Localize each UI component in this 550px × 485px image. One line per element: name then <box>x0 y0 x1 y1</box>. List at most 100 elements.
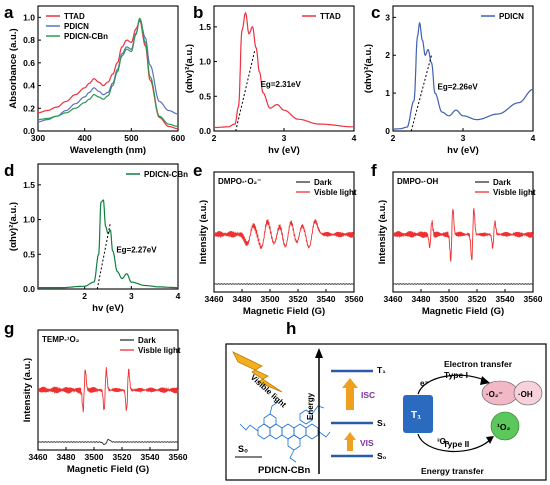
lightning-bolt-icon <box>232 351 283 393</box>
x-tick-label-e: 3500 <box>261 294 280 304</box>
energy-transfer-label: Energy transfer <box>421 466 485 476</box>
x-tick-label-f: 3520 <box>468 294 487 304</box>
y-axis-label-d: (αhv)²(a.u.) <box>8 202 19 251</box>
x-tick-label-g: 3560 <box>169 452 188 462</box>
y-axis-label-a: Absorbance (a.u.) <box>8 28 19 108</box>
y-axis-label-b: (αhv)²(a.u.) <box>184 44 195 93</box>
type2-label: Type II <box>443 439 469 449</box>
charts-layer: 300 400 500 600 0.0 0.2 0.4 0.6 0.8 1.0 Wavelength… <box>8 5 543 475</box>
s0-left-label: S₀ <box>238 444 248 454</box>
y-tick-label-b: 0.0 <box>199 126 211 136</box>
triplet-oxygen-label: ³O₂ <box>437 437 450 446</box>
plot-frame-a <box>37 5 179 132</box>
bandgap-annotation-d: Eg=2.27eV <box>116 246 157 255</box>
x-tick-label-a: 500 <box>124 133 138 143</box>
molecule-label: PDICN-CBn <box>258 465 310 476</box>
x-tick-label-f: 3460 <box>384 294 403 304</box>
y-tick-label-d: 0.0 <box>23 284 35 294</box>
legend-label-c-0: PDICN <box>499 12 524 21</box>
x-tick-label-a: 600 <box>171 133 185 143</box>
x-axis-label-g: Magnetic Field (G) <box>67 464 149 475</box>
x-tick-label-d: 3 <box>129 291 134 301</box>
chart-a: 300 400 500 600 0.0 0.2 0.4 0.6 0.8 1.0 Wavelength… <box>8 5 185 156</box>
t1-box-label: T₁ <box>411 410 421 421</box>
chart-g: 3460 3480 3500 3520 3540 3560 Magnetic Field (… <box>22 329 188 475</box>
y-tick-label-a: 1.0 <box>23 12 35 22</box>
vis-arrow <box>344 432 356 451</box>
y-tick-label-a: 0.0 <box>23 126 35 136</box>
hydroxyl-bubble <box>513 380 543 406</box>
mechanism-diagram: Visible light S₀ PDICN-CBn Energy T <box>225 343 547 481</box>
series-line-dark-g <box>37 438 179 446</box>
electron-label: e⁻ <box>420 379 429 388</box>
series-line-dark-e <box>213 283 355 285</box>
x-tick-label-g: 3520 <box>113 452 132 462</box>
series-line-light-g <box>37 367 179 413</box>
plot-frame-e <box>213 171 355 293</box>
panel-letter-h: h <box>286 319 296 338</box>
y-axis-label-g: Intensity (a.u.) <box>22 358 33 422</box>
y-tick-label-a: 0.2 <box>23 103 35 113</box>
x-tick-label-d: 4 <box>176 291 181 301</box>
x-axis-label-d: hv (eV) <box>92 303 124 314</box>
panel-letter-g: g <box>4 319 14 338</box>
y-tick-label-d: 0.5 <box>23 249 35 259</box>
x-tick-label-e: 3460 <box>205 294 224 304</box>
panel-letter-c: c <box>371 3 380 22</box>
x-tick-label-c: 4 <box>531 133 536 143</box>
chart-c: 2 3 4 0 1 2 3 hv (eV) (αhv)²(a.u.) PDICN Eg=2.26eV <box>363 5 536 156</box>
y-tick-label-b: 1.5 <box>199 22 211 32</box>
energy-axis-label: Energy <box>306 392 315 420</box>
y-tick-label-d: 1.5 <box>23 180 35 190</box>
x-tick-label-c: 2 <box>391 133 396 143</box>
t1-box <box>403 395 433 433</box>
x-tick-label-g: 3540 <box>141 452 160 462</box>
plot-frame-d <box>37 163 179 290</box>
singlet-oxygen-bubble <box>490 411 520 441</box>
plot-frame-b <box>213 5 355 132</box>
chart-b: 2 3 4 0.0 0.5 1.0 1.5 hv (eV) (αhv)²(a.u.) TTAD Eg… <box>184 5 357 156</box>
y-axis-label-e: Intensity (a.u.) <box>198 200 209 264</box>
y-tick-label-c: 0 <box>385 126 390 136</box>
x-tick-label-b: 2 <box>212 133 217 143</box>
series-line-a-2 <box>38 17 179 128</box>
panel-letter-d: d <box>4 161 14 180</box>
x-tick-label-e: 3540 <box>317 294 336 304</box>
bandgap-annotation-b: Eg=2.31eV <box>261 80 302 89</box>
series-line-a-1 <box>38 17 179 123</box>
x-tick-label-g: 3500 <box>85 452 104 462</box>
x-tick-label-d: 2 <box>82 291 87 301</box>
molecule-structure-icon <box>239 401 331 463</box>
series-line-b-0 <box>214 11 354 129</box>
panel-letter-f: f <box>371 161 377 180</box>
energy-transfer-arrow <box>417 433 491 453</box>
x-tick-label-e: 3480 <box>233 294 252 304</box>
level-s0-label: S₀ <box>377 451 387 461</box>
inset-label-f: DMPO-·OH <box>397 177 439 186</box>
tangent-line-b <box>235 51 256 132</box>
level-s1-label: S₁ <box>377 418 387 428</box>
plot-frame-c <box>392 5 534 132</box>
x-axis-label-a: Wavelength (nm) <box>70 145 146 156</box>
x-tick-label-b: 4 <box>352 133 357 143</box>
legend-label-d-0: PDICN-CBn <box>144 170 188 179</box>
legend-label-a-1: PDICN <box>64 22 89 31</box>
x-axis-label-b: hv (eV) <box>268 145 300 156</box>
panel-letter-b: b <box>193 3 203 22</box>
x-tick-label-g: 3460 <box>29 452 48 462</box>
legend-label-a-0: TTAD <box>64 12 85 21</box>
y-tick-label-c: 3 <box>385 12 390 22</box>
legend-label-a-2: PDICN-CBn <box>64 32 108 41</box>
isc-arrow <box>342 378 358 410</box>
panel-letter-e: e <box>193 161 202 180</box>
hydroxyl-label: ·OH <box>518 390 533 399</box>
x-axis-label-f: Magnetic Field (G) <box>422 306 504 317</box>
x-tick-label-a: 400 <box>78 133 92 143</box>
series-line-light-f <box>392 208 534 262</box>
energy-axis-arrowhead <box>315 348 323 358</box>
series-line-light-e <box>213 219 355 250</box>
x-tick-label-e: 3520 <box>289 294 308 304</box>
y-tick-label-c: 2 <box>385 50 390 60</box>
legend-label-f-0: Dark <box>493 178 511 187</box>
energy-transfer-arrowhead <box>486 436 494 444</box>
